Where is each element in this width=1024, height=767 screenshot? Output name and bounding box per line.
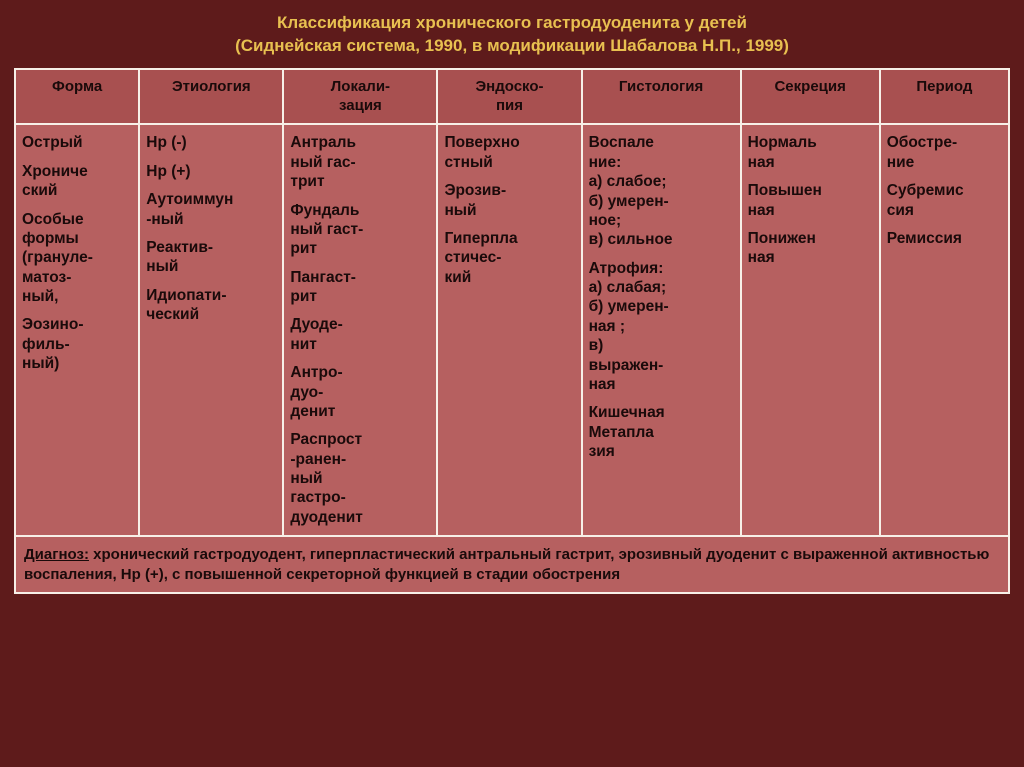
cell-forma: ОстрыйХроническийОсобые формы (грануле-м… bbox=[15, 124, 139, 536]
col-header: Эндоско-пия bbox=[437, 69, 581, 125]
col-header: Гистология bbox=[582, 69, 741, 125]
col-header: Форма bbox=[15, 69, 139, 125]
body-row: ОстрыйХроническийОсобые формы (грануле-м… bbox=[15, 124, 1009, 536]
cell-histo: Воспаление:а) слабое;б) умерен-ное;в) си… bbox=[582, 124, 741, 536]
diagnosis-row: Диагноз: хронический гастродуодент, гипе… bbox=[15, 536, 1009, 593]
header-row: Форма Этиология Локали-зация Эндоско-пия… bbox=[15, 69, 1009, 125]
cell-etiology: Нр (-)Нр (+)Аутоиммун-ныйРеактив-ныйИдио… bbox=[139, 124, 283, 536]
cell-period: Обостре-ниеСубремиссияРемиссия bbox=[880, 124, 1009, 536]
title-line-1: Классификация хронического гастродуодени… bbox=[14, 12, 1010, 35]
slide-title: Классификация хронического гастродуодени… bbox=[14, 12, 1010, 58]
col-header: Секреция bbox=[741, 69, 880, 125]
diagnosis-text: хронический гастродуодент, гиперпластиче… bbox=[24, 546, 989, 583]
title-line-2: (Сиднейская система, 1990, в модификации… bbox=[14, 35, 1010, 58]
col-header: Локали-зация bbox=[283, 69, 437, 125]
cell-secr: НормальнаяПовышеннаяПониженная bbox=[741, 124, 880, 536]
diagnosis-label: Диагноз: bbox=[24, 546, 89, 563]
cell-local: Антральный гас-тритФундальный гаст-ритПа… bbox=[283, 124, 437, 536]
col-header: Этиология bbox=[139, 69, 283, 125]
cell-endo: ПоверхностныйЭрозив-ныйГиперпластичес-ки… bbox=[437, 124, 581, 536]
diagnosis-cell: Диагноз: хронический гастродуодент, гипе… bbox=[15, 536, 1009, 593]
col-header: Период bbox=[880, 69, 1009, 125]
slide: Классификация хронического гастродуодени… bbox=[0, 0, 1024, 767]
classification-table: Форма Этиология Локали-зация Эндоско-пия… bbox=[14, 68, 1010, 594]
